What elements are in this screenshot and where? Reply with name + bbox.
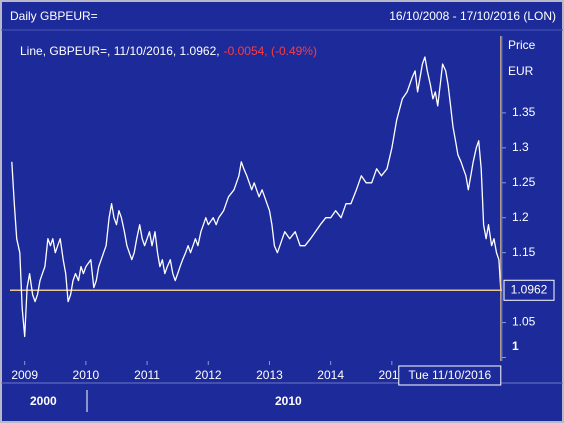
y-axis-label: Price: [508, 38, 536, 52]
y-tick-label: 1.15: [512, 245, 536, 259]
x-tick-label: 2010: [73, 368, 100, 382]
y-tick-label: 1.35: [512, 105, 536, 119]
y-tick-label: 1.3: [512, 140, 529, 154]
x-tick-label: 2011: [134, 368, 160, 382]
price-line: [11, 56, 502, 338]
y-tick-label: 1: [512, 339, 519, 353]
navigator-label: 2000: [30, 394, 57, 408]
legend: Line, GBPEUR=, 11/10/2016, 1.0962, -0.005…: [20, 44, 317, 58]
chart-title: Daily GBPEUR=: [10, 9, 98, 23]
navigator-label: 2010: [275, 394, 302, 408]
y-axis-label: EUR: [508, 64, 534, 78]
x-tick-label: 2012: [195, 368, 222, 382]
legend-change: -0.0054, (-0.49%): [224, 44, 317, 58]
cursor-date-label: Tue 11/10/2016: [408, 368, 491, 382]
date-range: 16/10/2008 - 17/10/2016 (LON): [389, 9, 556, 23]
cursor-value-box: [503, 279, 555, 301]
y-tick-label: 1.2: [512, 210, 529, 224]
cursor-date-box: [398, 365, 502, 386]
cursor-value-label: 1.0962: [511, 282, 548, 296]
legend-text: Line, GBPEUR=, 11/10/2016, 1.0962,: [20, 44, 220, 58]
x-tick-label: 2009: [11, 368, 38, 382]
y-tick-label: 1.05: [512, 315, 536, 329]
y-tick-label: 1.25: [512, 175, 536, 189]
x-tick-label: 2014: [317, 368, 344, 382]
x-tick-label: 2013: [256, 368, 283, 382]
